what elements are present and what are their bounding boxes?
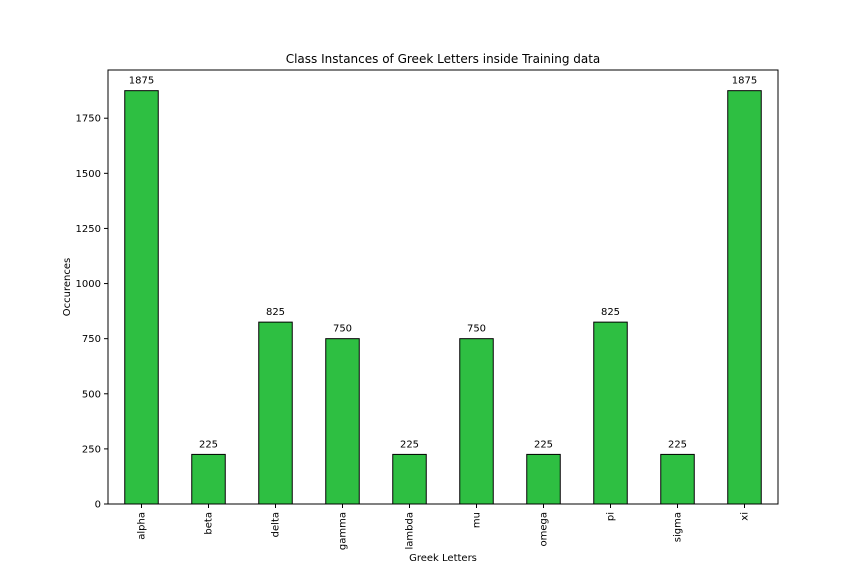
- x-tick-label-sigma: sigma: [673, 512, 684, 542]
- y-tick-label-500: 500: [82, 389, 101, 400]
- data-labels: 1875 225 825 750 225 750 225 825 225 1875: [129, 76, 757, 451]
- x-tick-label-pi: pi: [606, 512, 617, 521]
- data-label-xi: 1875: [732, 76, 757, 87]
- data-label-lambda: 225: [400, 439, 419, 450]
- bar-pi: [593, 321, 628, 505]
- x-tick-label-mu: mu: [472, 512, 483, 528]
- bar-beta: [191, 453, 226, 505]
- y-tick-label-1000: 1000: [76, 279, 101, 290]
- data-label-pi: 825: [601, 307, 620, 318]
- data-label-sigma: 225: [668, 439, 687, 450]
- data-label-omega: 225: [534, 439, 553, 450]
- x-axis-ticks: alpha beta delta gamma lambda mu omega pi sigma x…: [137, 504, 751, 550]
- bar-delta: [258, 321, 293, 505]
- y-tick-label-250: 250: [82, 444, 101, 455]
- data-label-mu: 750: [467, 324, 486, 335]
- chart-title: Class Instances of Greek Letters inside …: [286, 52, 601, 66]
- y-tick-label-0: 0: [95, 500, 101, 511]
- x-tick-label-alpha: alpha: [137, 512, 148, 540]
- y-axis-label: Occurences: [62, 258, 73, 316]
- bar-gamma: [325, 338, 360, 505]
- bars-layer: [124, 90, 762, 505]
- x-tick-label-beta: beta: [204, 512, 215, 535]
- data-label-alpha: 1875: [129, 76, 154, 87]
- data-label-gamma: 750: [333, 324, 352, 335]
- data-label-beta: 225: [199, 439, 218, 450]
- bar-xi: [727, 90, 762, 505]
- x-tick-label-lambda: lambda: [405, 512, 416, 549]
- data-label-delta: 825: [266, 307, 285, 318]
- plot-frame: [107, 69, 779, 505]
- x-tick-label-xi: xi: [740, 512, 751, 521]
- bar-lambda: [392, 453, 427, 505]
- x-tick-label-gamma: gamma: [338, 512, 349, 550]
- y-tick-label-1500: 1500: [76, 169, 101, 180]
- x-tick-label-delta: delta: [271, 512, 282, 537]
- y-tick-label-1750: 1750: [76, 114, 101, 125]
- bar-mu: [459, 338, 494, 505]
- y-tick-label-1250: 1250: [76, 224, 101, 235]
- bar-omega: [526, 453, 561, 505]
- y-tick-label-750: 750: [82, 334, 101, 345]
- x-tick-label-omega: omega: [539, 512, 550, 547]
- x-axis-label: Greek Letters: [409, 553, 477, 564]
- bar-alpha: [124, 90, 159, 505]
- y-axis-ticks: 0 250 500 750 1000 1250 1500 1750: [76, 114, 108, 511]
- bar-sigma: [660, 453, 695, 505]
